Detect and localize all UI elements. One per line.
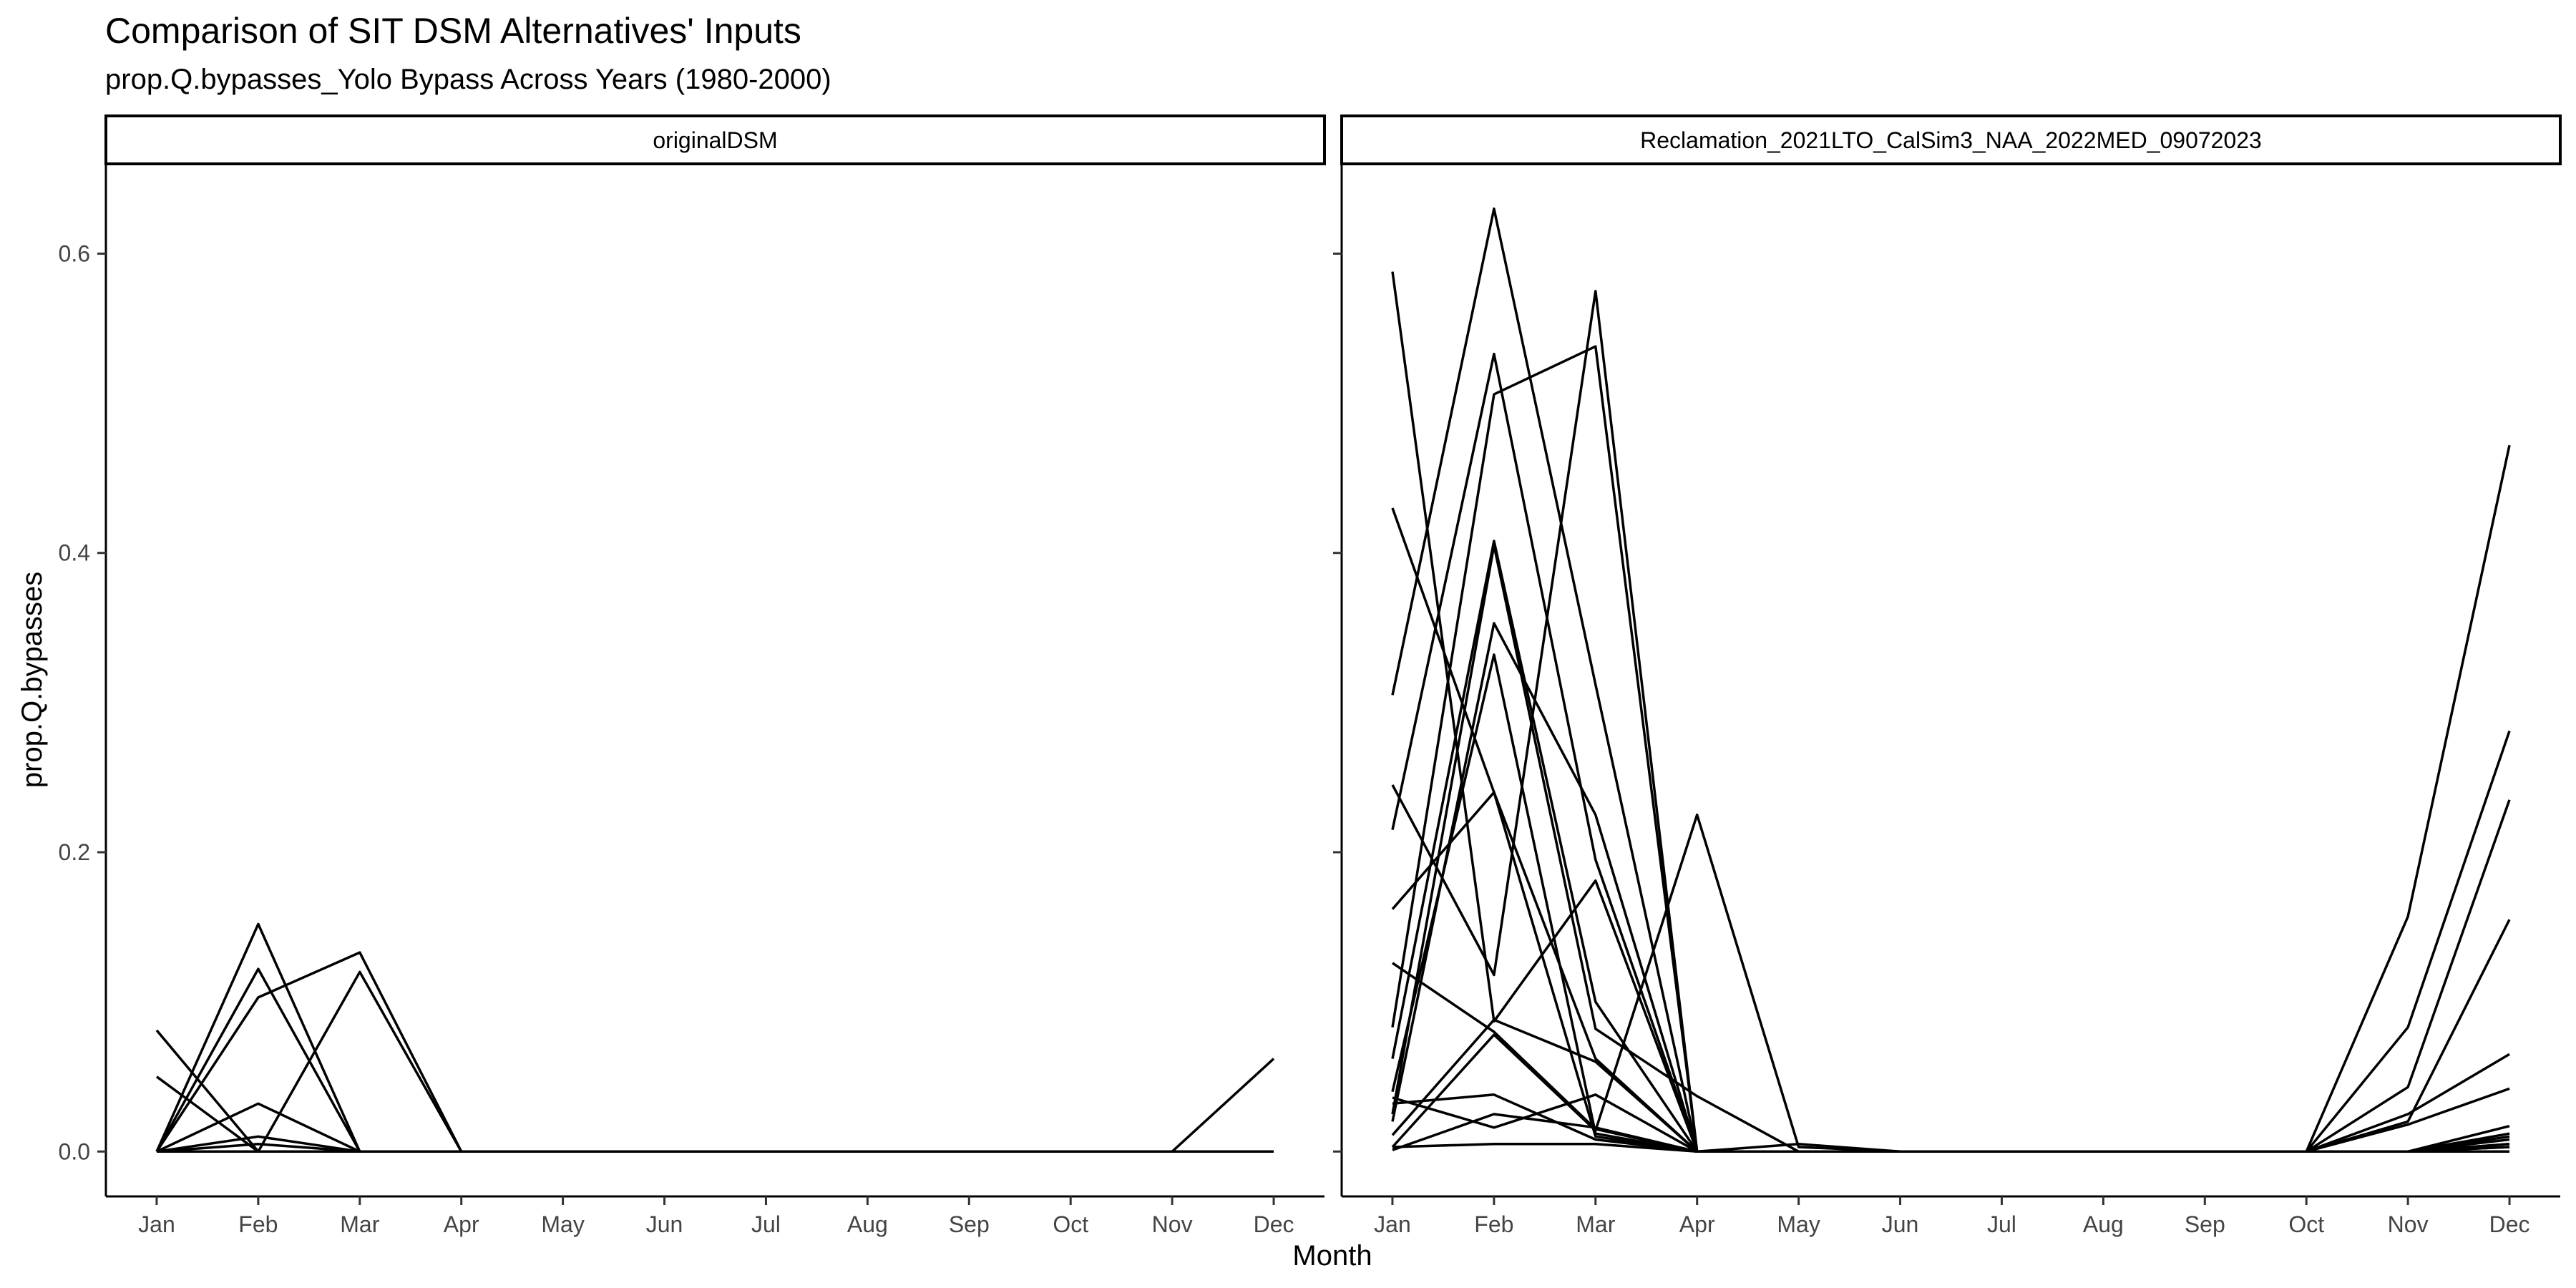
x-tick-label: Feb bbox=[1474, 1211, 1513, 1237]
series-line bbox=[1391, 544, 2510, 1153]
y-tick-label: 0.6 bbox=[59, 240, 90, 266]
series-line bbox=[1391, 540, 2510, 1153]
series-line bbox=[1391, 653, 2510, 1153]
x-tick-label: Mar bbox=[340, 1211, 379, 1237]
x-tick-label: Apr bbox=[444, 1211, 479, 1237]
series-line bbox=[155, 1029, 1274, 1153]
x-tick-label: May bbox=[541, 1211, 584, 1237]
x-tick-label: Sep bbox=[949, 1211, 990, 1237]
facet-strip bbox=[104, 114, 1326, 165]
x-tick-label: Jun bbox=[646, 1211, 683, 1237]
x-tick-label: Apr bbox=[1679, 1211, 1715, 1237]
chart-subtitle: prop.Q.bypasses_Yolo Bypass Across Years… bbox=[105, 64, 831, 95]
x-tick-label: Jan bbox=[138, 1211, 175, 1237]
chart-panels: originalDSM Jan Feb Mar Apr May Jun Jul Aug Sep Oc… bbox=[59, 114, 2562, 1237]
x-tick-label: Jul bbox=[1987, 1211, 2016, 1237]
series-line bbox=[156, 1102, 1274, 1153]
x-tick-label: Jun bbox=[1882, 1211, 1919, 1237]
facet-strip-label: originalDSM bbox=[653, 127, 777, 153]
x-tick-label: Dec bbox=[2489, 1211, 2530, 1237]
facet-strip-label: Reclamation_2021LTO_CalSim3_NAA_2022MED_… bbox=[1640, 127, 2262, 153]
x-tick-label: Dec bbox=[1254, 1211, 1294, 1237]
series-line bbox=[1391, 352, 2511, 1153]
x-tick-label: Jul bbox=[751, 1211, 781, 1237]
y-axis-title: prop.Q.bypasses bbox=[16, 572, 48, 788]
series-line bbox=[1392, 1093, 2510, 1153]
series-line bbox=[157, 970, 1274, 1153]
series-line bbox=[155, 922, 1274, 1153]
x-tick-label: Jan bbox=[1374, 1211, 1411, 1237]
series-line bbox=[1391, 1018, 2509, 1153]
x-tick-label: Sep bbox=[2185, 1211, 2225, 1237]
series-line bbox=[1392, 1113, 2510, 1153]
series-line bbox=[155, 967, 1274, 1153]
y-tick-label: 0.4 bbox=[59, 540, 90, 566]
x-tick-label: Nov bbox=[2388, 1211, 2429, 1237]
y-tick-label: 0.2 bbox=[59, 839, 90, 865]
series-line bbox=[1391, 507, 2509, 1153]
x-tick-label: Mar bbox=[1576, 1211, 1615, 1237]
x-tick-label: Aug bbox=[2083, 1211, 2124, 1237]
x-tick-label: Nov bbox=[1152, 1211, 1193, 1237]
x-axis-title: Month bbox=[1292, 1240, 1372, 1272]
x-tick-label: Feb bbox=[238, 1211, 278, 1237]
chart-title: Comparison of SIT DSM Alternatives' Inpu… bbox=[105, 11, 801, 51]
x-tick-label: May bbox=[1777, 1211, 1820, 1237]
series-line bbox=[1391, 290, 2511, 1153]
x-tick-label: Oct bbox=[2288, 1211, 2324, 1237]
series-line bbox=[157, 1058, 1275, 1153]
y-tick-label: 0.0 bbox=[59, 1138, 90, 1164]
x-tick-label: Oct bbox=[1053, 1211, 1088, 1237]
x-tick-label: Aug bbox=[847, 1211, 888, 1237]
series-line bbox=[155, 951, 1274, 1153]
facet-strip bbox=[1340, 114, 2562, 165]
